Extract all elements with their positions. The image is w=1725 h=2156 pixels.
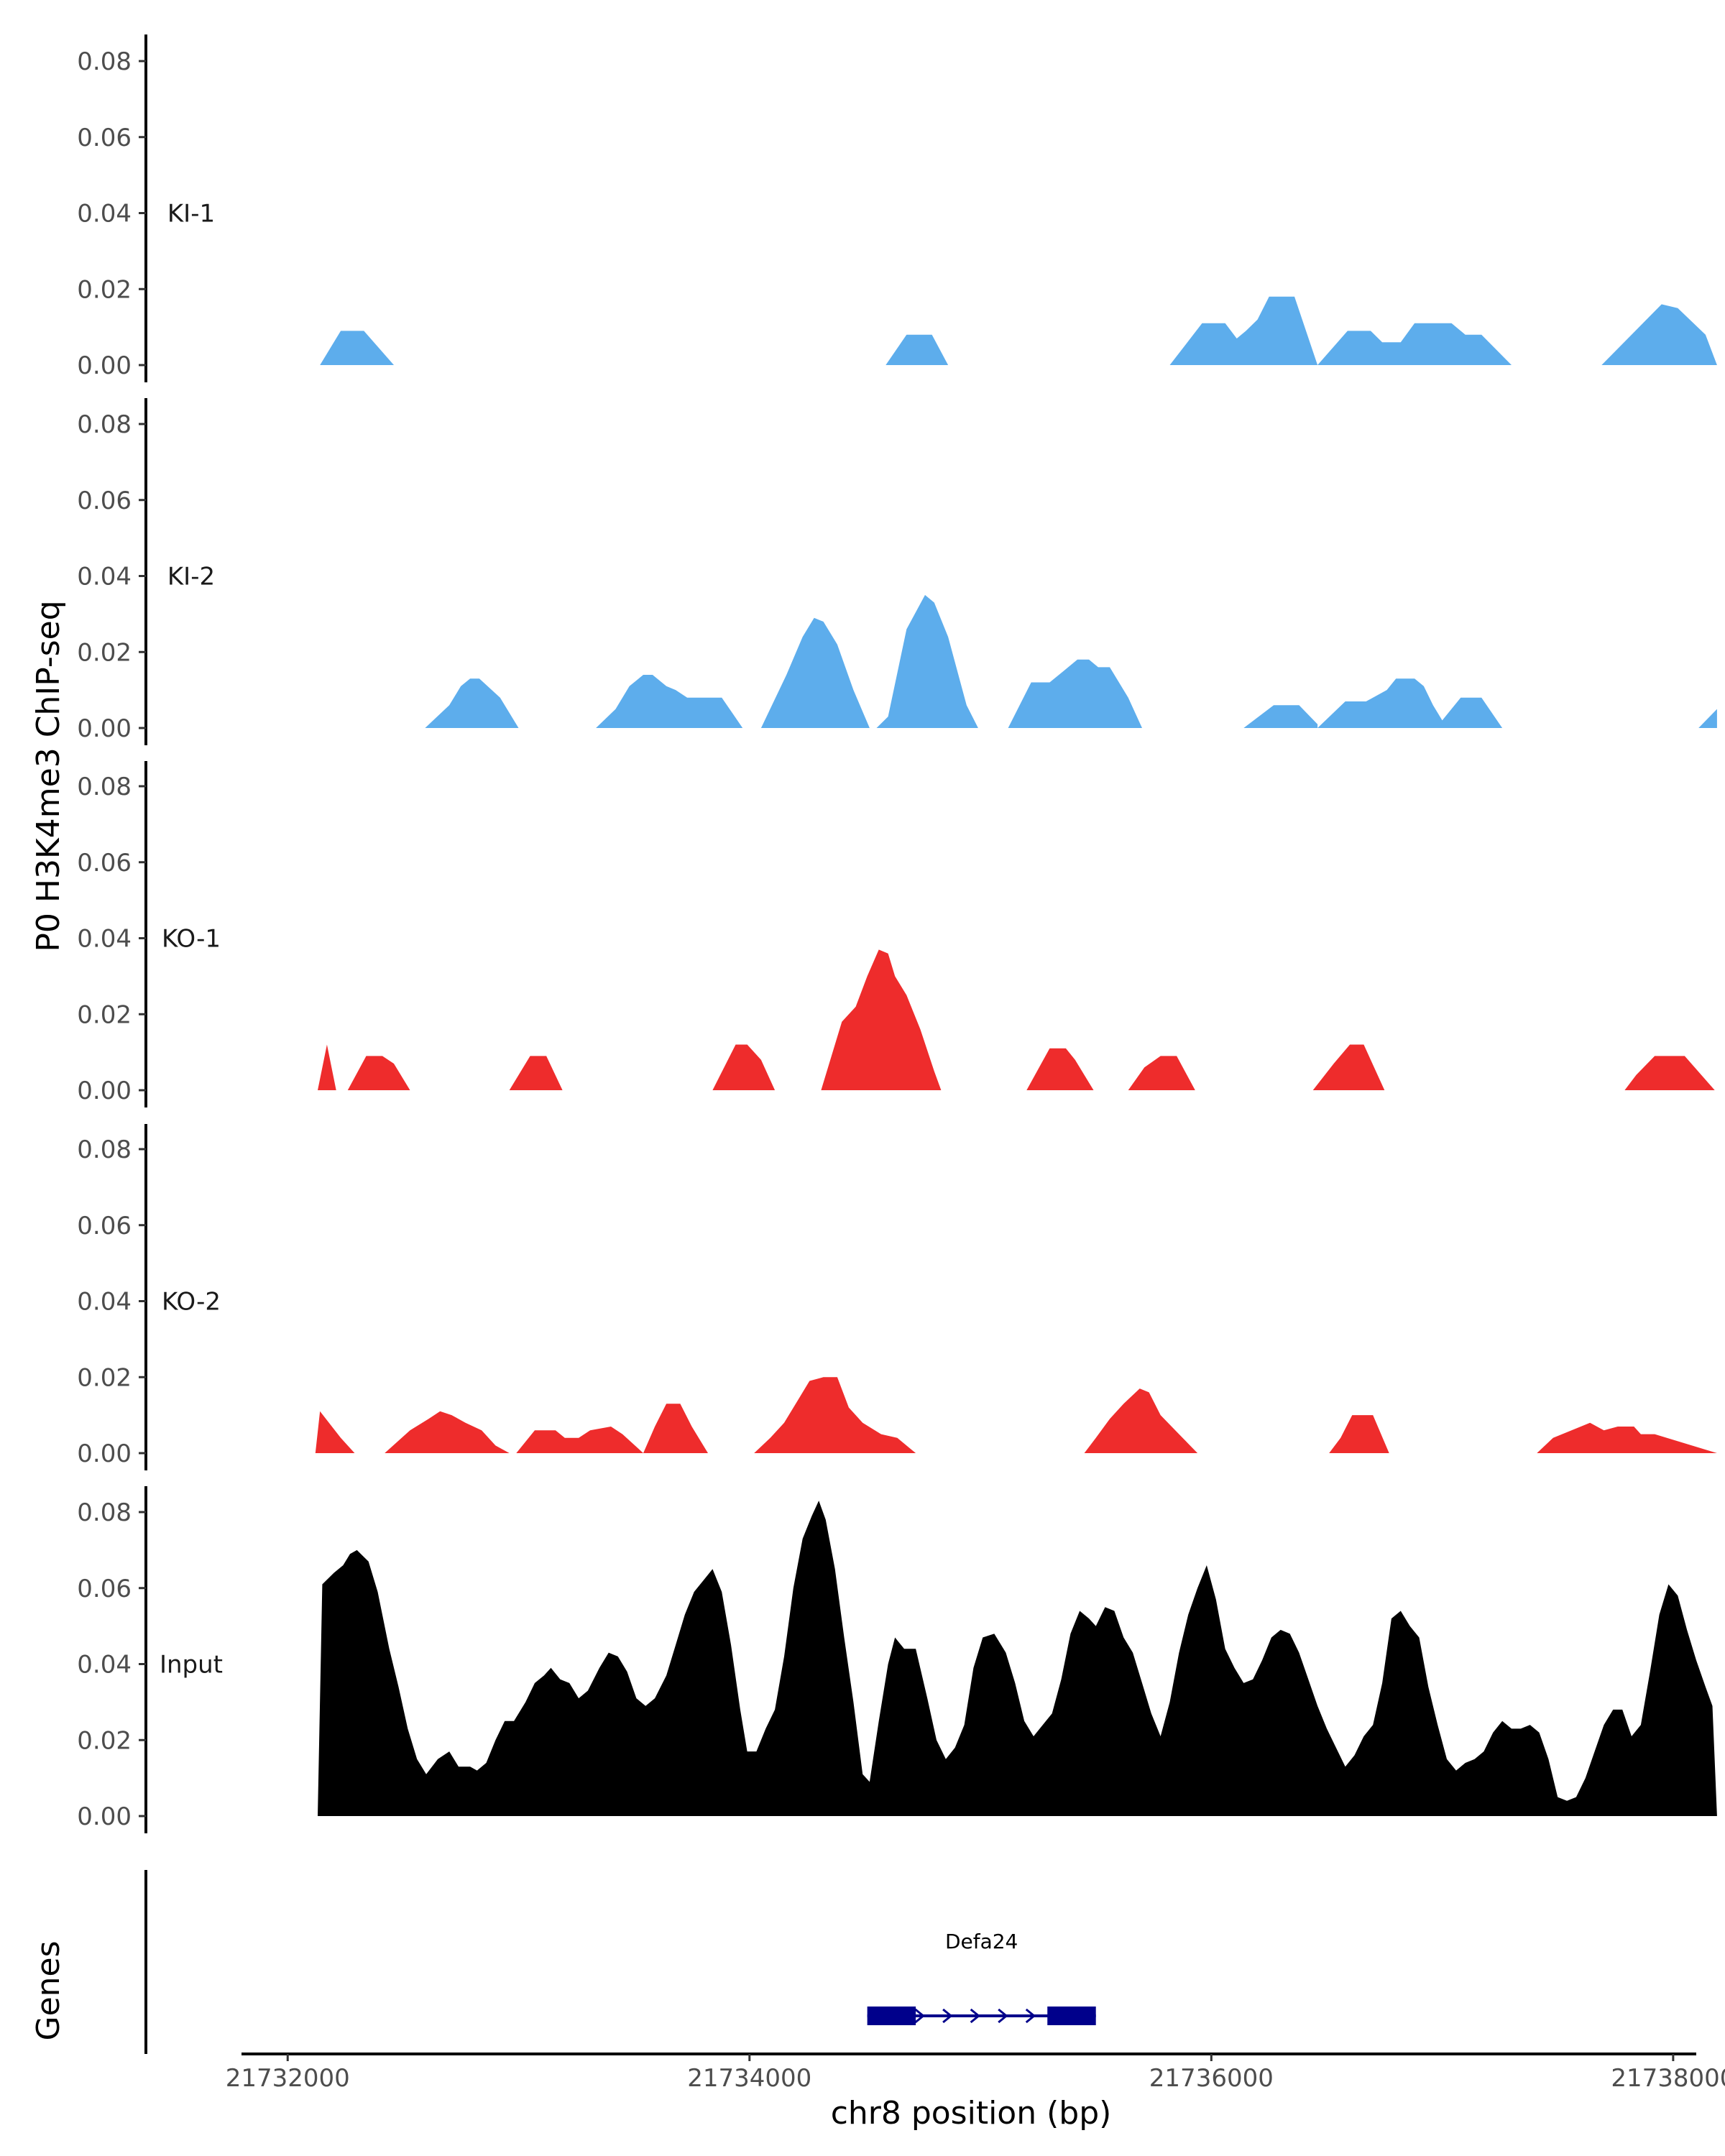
y-tick-label: 0.04	[77, 563, 132, 591]
y-tick-label: 0.08	[77, 773, 132, 801]
area-ko-1	[509, 1056, 563, 1090]
area-ko-1	[347, 1056, 410, 1090]
x-axis: 21732000 21734000 21736000 21738000	[226, 2053, 1725, 2093]
track-label: KO-1	[162, 925, 221, 954]
y-tick-label: 0.06	[77, 487, 132, 515]
track-ko-2: 0.00 0.02 0.04 0.06 0.08 KO-2	[77, 1124, 1717, 1470]
y-tick-label: 0.06	[77, 849, 132, 877]
track-label: KO-2	[162, 1288, 221, 1317]
area-ko-2	[1537, 1422, 1717, 1453]
area-ko-2	[1084, 1388, 1198, 1453]
area-ki-2	[876, 594, 978, 728]
area-ko-1	[1026, 1048, 1094, 1090]
y-tick-label: 0.02	[77, 1000, 132, 1029]
area-ko-2	[754, 1377, 916, 1453]
area-input	[318, 1501, 1717, 1816]
y-tick-label: 0.08	[77, 1498, 132, 1527]
area-ki-2	[1243, 705, 1318, 728]
strand-arrow	[914, 2008, 925, 2024]
area-ki-1	[1601, 304, 1717, 365]
y-tick-label: 0.04	[77, 200, 132, 229]
x-tick-label: 21734000	[687, 2064, 811, 2093]
strand-arrow	[970, 2008, 981, 2024]
area-ki-1	[886, 334, 949, 365]
track-ko-1: 0.00 0.02 0.04 0.06 0.08 KO-1	[77, 761, 1715, 1107]
y-tick-label: 0.00	[77, 1802, 132, 1831]
x-tick-label: 21736000	[1149, 2064, 1274, 2093]
y-tick-label: 0.04	[77, 925, 132, 954]
track-label: Input	[160, 1651, 223, 1680]
track-input: 0.00 0.02 0.04 0.06 0.08 Input	[77, 1486, 1717, 1833]
area-ko-2	[516, 1427, 643, 1453]
track-label: KI-1	[167, 200, 215, 229]
track-ki-2: 0.00 0.02 0.04 0.06 0.08 KI-2	[77, 398, 1717, 745]
strand-arrow	[998, 2008, 1008, 2024]
y-tick-label: 0.00	[77, 1077, 132, 1105]
area-ki-2	[760, 617, 870, 728]
y-tick-label: 0.06	[77, 1212, 132, 1240]
area-ki-2	[1698, 709, 1717, 728]
area-ko-1	[1624, 1056, 1715, 1090]
y-tick-label: 0.06	[77, 124, 132, 152]
gene-exon	[867, 2007, 916, 2025]
area-ko-1	[821, 949, 942, 1090]
area-ki-2	[1008, 659, 1142, 728]
area-ko-2	[1329, 1415, 1389, 1453]
y-tick-label: 0.04	[77, 1288, 132, 1317]
area-ko-2	[315, 1411, 355, 1453]
y-tick-label: 0.04	[77, 1651, 132, 1680]
area-ko-1	[1128, 1056, 1195, 1090]
gene-label: Defa24	[945, 1930, 1018, 1953]
track-label: KI-2	[167, 563, 215, 591]
area-ki-2	[1317, 678, 1503, 728]
y-tick-label: 0.02	[77, 275, 132, 304]
area-ki-1	[320, 331, 394, 365]
area-ko-2	[385, 1411, 510, 1453]
area-ki-1	[1169, 296, 1318, 365]
y-tick-label: 0.02	[77, 638, 132, 667]
y-tick-label: 0.08	[77, 47, 132, 76]
x-axis-title: chr8 position (bp)	[831, 2095, 1112, 2132]
area-ko-2	[643, 1404, 708, 1453]
y-tick-label: 0.08	[77, 1135, 132, 1164]
gene-track: Defa24	[144, 1870, 1096, 2054]
track-ki-1: 0.00 0.02 0.04 0.06 0.08 KI-1	[77, 34, 1717, 382]
x-tick-label: 21732000	[226, 2064, 350, 2093]
strand-arrow	[1025, 2008, 1036, 2024]
signal-tracks: 0.00 0.02 0.04 0.06 0.08 KI-1 0.00 0.02 0.04 0.06…	[77, 34, 1717, 1833]
y-tick-label: 0.08	[77, 410, 132, 439]
strand-arrow	[942, 2008, 953, 2024]
y-tick-label: 0.02	[77, 1363, 132, 1392]
y-tick-label: 0.02	[77, 1726, 132, 1755]
area-ki-2	[596, 675, 743, 728]
area-ki-2	[425, 678, 519, 728]
y-tick-label: 0.06	[77, 1575, 132, 1603]
y-tick-label: 0.00	[77, 1439, 132, 1468]
y-tick-label: 0.00	[77, 351, 132, 380]
area-ki-1	[1317, 323, 1512, 365]
area-ko-1	[318, 1044, 336, 1090]
area-ko-1	[712, 1044, 776, 1090]
y-tick-label: 0.00	[77, 714, 132, 743]
gene-exon	[1047, 2007, 1096, 2025]
y-axis-title: P0 H3K4me3 ChIP-seq	[30, 600, 67, 952]
gene-track-title: Genes	[30, 1940, 67, 2040]
x-tick-label: 21738000	[1611, 2064, 1725, 2093]
area-ko-1	[1312, 1044, 1385, 1090]
